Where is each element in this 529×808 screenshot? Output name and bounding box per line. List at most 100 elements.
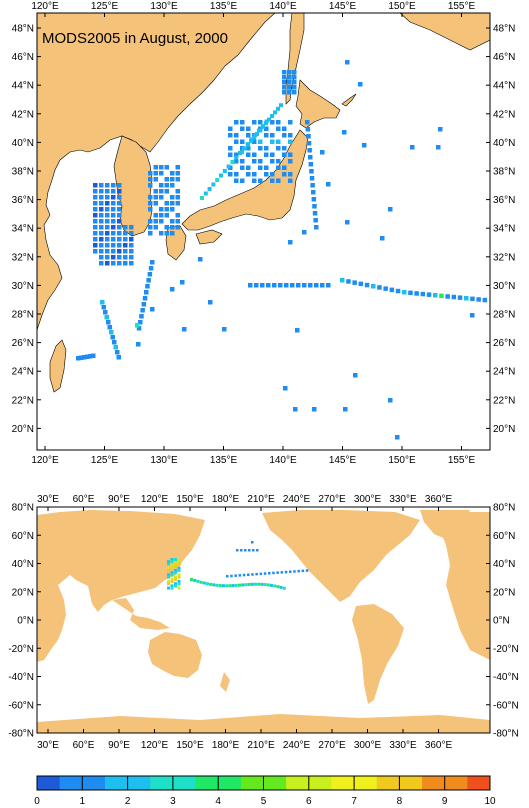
obs-dot <box>309 169 314 174</box>
obs-dot <box>352 280 357 285</box>
shikoku-shape <box>195 229 223 245</box>
upper-y-label-left: 34°N <box>12 224 34 235</box>
obs-dot <box>282 146 287 151</box>
obs-dot-global <box>170 571 174 575</box>
asia-mainland-shape <box>37 13 276 331</box>
obs-dot <box>302 230 307 235</box>
obs-dot-global <box>241 583 245 587</box>
obs-dot <box>105 237 110 242</box>
obs-dot <box>288 152 293 157</box>
upper-map-ticks: 120°E 120°E 125°E 125°E 130°E 130°E 135°E 135°E… <box>12 1 516 466</box>
obs-dot <box>282 80 287 85</box>
lower-x-label-bottom: 120°E <box>141 740 169 751</box>
upper-observation-dots <box>76 60 488 440</box>
obs-dot <box>170 231 175 236</box>
obs-dot <box>207 187 212 191</box>
obs-dot <box>99 261 104 266</box>
obs-dot <box>288 178 293 183</box>
obs-dot <box>153 225 158 230</box>
obs-dot <box>258 139 263 144</box>
obs-dot <box>111 237 116 242</box>
obs-dot <box>395 435 400 440</box>
new-zealand-shape <box>220 672 230 692</box>
obs-dot <box>305 127 311 132</box>
obs-dot <box>270 133 275 138</box>
obs-dot <box>211 182 216 187</box>
upper-x-label-bottom: 155°E <box>448 455 476 466</box>
antarctica-shape <box>37 714 490 733</box>
colorbar-swatch <box>195 776 219 790</box>
lower-y-label-right: -60°N <box>493 700 519 711</box>
obs-dot <box>159 171 164 176</box>
obs-dot <box>264 152 269 157</box>
obs-dot-global <box>167 560 170 564</box>
obs-dot-global <box>170 577 174 581</box>
colorbar-label: 4 <box>215 796 221 807</box>
obs-dot <box>276 146 281 151</box>
upper-y-label-left: 38°N <box>12 167 34 178</box>
upper-y-label-right: 28°N <box>493 310 515 321</box>
obs-dot <box>246 152 251 157</box>
obs-dot <box>123 243 128 248</box>
obs-dot <box>308 162 314 167</box>
upper-y-label-right: 22°N <box>493 395 515 406</box>
lower-x-label-top: 150°E <box>176 494 204 505</box>
lower-x-label-top: 60°E <box>73 494 95 505</box>
obs-dot <box>99 219 104 224</box>
lower-x-label-top: 330°E <box>389 494 417 505</box>
obs-dot <box>148 171 153 176</box>
obs-dot <box>276 139 281 144</box>
upper-land <box>37 13 490 393</box>
obs-dot <box>278 283 283 288</box>
obs-dot <box>117 225 122 230</box>
upper-y-label-left: 46°N <box>12 52 34 63</box>
obs-dot-global <box>174 569 177 572</box>
obs-dot-global <box>244 583 248 587</box>
obs-dot-global <box>202 581 206 585</box>
obs-dot <box>175 201 180 206</box>
obs-dot <box>230 160 235 164</box>
obs-dot <box>164 189 169 194</box>
upper-y-label-left: 26°N <box>12 338 34 349</box>
obs-dot-global <box>263 572 267 575</box>
obs-dot <box>246 142 250 147</box>
obs-dot <box>85 354 90 359</box>
lower-x-label-bottom: 210°E <box>247 740 275 751</box>
upper-y-label-left: 48°N <box>12 24 34 35</box>
colorbar-label: 9 <box>442 796 448 807</box>
obs-dot-global <box>209 582 213 586</box>
obs-dot <box>117 255 122 260</box>
southeast-asia-shape <box>112 598 170 630</box>
colorbar-swatch <box>104 776 129 790</box>
obs-dot <box>358 82 363 87</box>
obs-dot <box>93 201 98 206</box>
obs-dot <box>123 255 128 260</box>
obs-dot <box>141 302 147 307</box>
obs-dot <box>93 243 98 248</box>
obs-dot-global <box>244 549 247 552</box>
obs-dot-global <box>234 583 238 587</box>
obs-dot <box>311 197 317 202</box>
upper-x-label-top: 130°E <box>150 1 178 12</box>
obs-dot <box>170 287 175 292</box>
obs-dot <box>153 219 158 224</box>
obs-dot <box>159 183 164 188</box>
lower-y-label-left: 0°N <box>17 616 34 627</box>
obs-dot-global <box>238 583 241 587</box>
colorbar-label: 5 <box>261 796 267 807</box>
obs-dot <box>93 231 98 236</box>
obs-dot <box>388 207 393 212</box>
obs-dot <box>198 257 203 262</box>
obs-dot <box>222 169 227 173</box>
obs-dot <box>445 294 450 299</box>
obs-dot <box>282 165 287 170</box>
colorbar-label: 1 <box>80 796 86 807</box>
obs-dot <box>93 189 98 194</box>
colorbar: 0 1 2 3 4 5 6 7 8 9 10 <box>34 775 496 807</box>
obs-dot <box>170 219 175 224</box>
obs-dot <box>228 126 233 131</box>
colorbar-swatch <box>37 776 61 790</box>
lower-x-label-top: 120°E <box>141 494 169 505</box>
lower-map-ticks: 30°E 30°E 60°E 60°E 90°E 90°E 120°E 120°E 150°E 1… <box>8 494 518 751</box>
obs-dot <box>264 146 269 151</box>
